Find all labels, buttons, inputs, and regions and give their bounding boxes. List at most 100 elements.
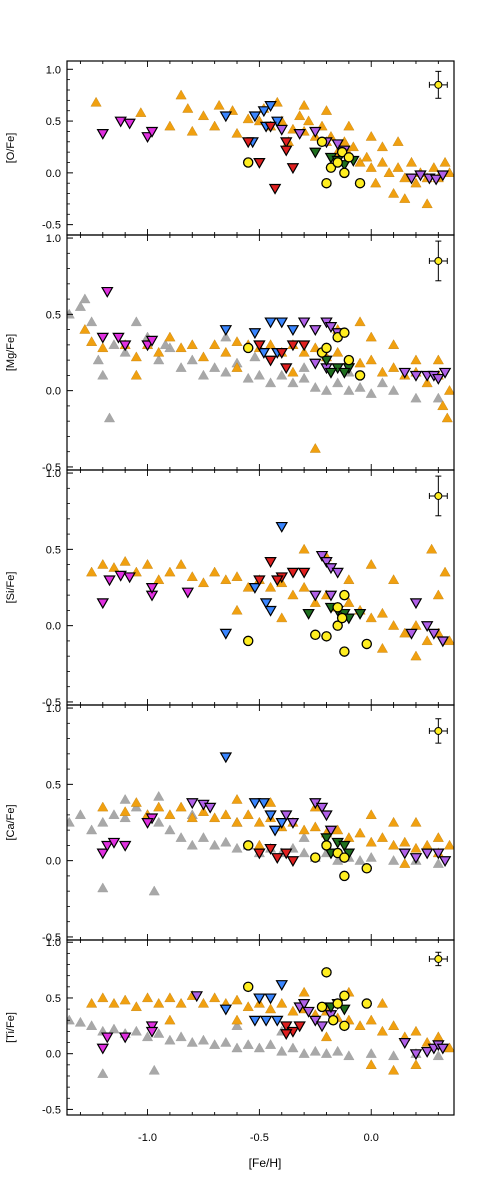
panel-4-orange-triangle-up-point-17: [276, 997, 288, 1008]
panel-0-orange-triangle-up-point-51: [186, 125, 198, 136]
panel-0-yellow-circle-point-1: [316, 136, 328, 148]
panel-1-orange-triangle-up-point-35: [309, 443, 321, 453]
panel-0-y-tick-label: -0.5: [42, 220, 61, 232]
errorbar-marker: [434, 256, 443, 265]
panel-2-orange-triangle-up-point-16: [265, 581, 277, 592]
panel-1-orange-triangle-up-point-11: [209, 339, 221, 349]
panel-0-errorbar: [428, 70, 448, 99]
panel-2-orange-triangle-up-point-40: [376, 642, 388, 653]
panel-4-gray-triangle-up-point-6: [130, 1025, 142, 1036]
panel-0-blue-triangle-down-point-5: [271, 116, 284, 128]
panel-1-orange-triangle-up-point-32: [443, 385, 454, 395]
panel-2-orange-triangle-up-point-5: [141, 559, 154, 569]
panel-2-orange-triangle-up-point-27: [388, 620, 400, 630]
panel-2-orange-triangle-up-point-14: [242, 581, 254, 592]
panel-2-errorbar: [428, 475, 448, 517]
panel-0-y-axis-label: [O/Fe]: [5, 133, 17, 164]
panel-2-blue-triangle-down-point-3: [264, 605, 277, 617]
panel-0-yellow-circle-point-4: [336, 146, 348, 158]
panel-4-gray-triangle-up-point-20: [287, 1042, 299, 1053]
panel-4-orange-triangle-up-point-11: [209, 992, 221, 1003]
panel-2-orange-triangle-up-point-29: [410, 620, 422, 630]
panel-3-orange-triangle-up-point-30: [443, 839, 454, 850]
panel-1-orange-triangle-up-point-24: [354, 357, 366, 368]
panel-3-gray-triangle-up-point-14: [220, 836, 232, 847]
panel-2-magenta-triangle-down-point-3: [123, 572, 136, 584]
panel-3-orange-triangle-up-point-17: [298, 824, 310, 835]
panel-2-orange-triangle-up-point-35: [298, 543, 310, 554]
panel-4-gray-triangle-up-point-13: [209, 1039, 221, 1049]
panel-4-purple-triangle-down-point-0: [190, 991, 203, 1003]
panel-4-red-triangle-down-point-0: [279, 1021, 293, 1033]
panel-2-y-tick-label: 0.5: [46, 544, 61, 556]
panel-4-gray-triangle-up-point-15: [231, 1042, 243, 1053]
panel-2-orange-triangle-up-point-12: [220, 574, 232, 584]
panel-2-orange-triangle-up-point-39: [343, 574, 355, 584]
panel-0-orange-triangle-up-point-32: [405, 156, 418, 167]
panel-1-y-axis-label: [Mg/Fe]: [5, 334, 17, 371]
panel-3-gray-triangle-up-point-30: [432, 858, 444, 868]
panel-1-orange-triangle-up-point-12: [220, 346, 232, 357]
panel-0-orange-triangle-up-point-14: [303, 115, 315, 126]
panel-0-yellow-circle-point-2: [325, 162, 337, 173]
panel-4-gray-triangle-up-point-18: [265, 1039, 277, 1049]
panel-3-gray-triangle-up-point-33: [119, 794, 131, 804]
panel-1-orange-triangle-up-point-10: [197, 351, 210, 362]
panel-0-orange-triangle-up-point-36: [428, 162, 440, 172]
panel-4-blue-triangle-down-point-5: [259, 1015, 273, 1027]
panel-2-red-triangle-down-point-4: [297, 567, 311, 579]
panel-3-gray-triangle-up-point-10: [175, 832, 187, 842]
panel-3-orange-triangle-up-point-20: [332, 824, 344, 835]
panel-3-orange-triangle-up-point-32: [265, 797, 277, 807]
panel-0-orange-triangle-up-point-31: [399, 172, 411, 183]
panel-2-orange-triangle-up-point-13: [231, 571, 243, 581]
panel-4-yellow-circle-point-0: [242, 981, 254, 993]
panel-1-gray-triangle-up-point-22: [287, 377, 299, 388]
panel-0-magenta-triangle-down-point-1: [114, 116, 127, 128]
panel-4-gray-triangle-up-point-14: [220, 1036, 232, 1047]
panel-1-magenta-triangle-down-point-1: [96, 332, 110, 344]
panel-3-orange-triangle-up-point-10: [220, 809, 232, 819]
panel-4-y-tick-label: 0.5: [46, 993, 61, 1005]
x-tick-label: -1.0: [138, 1132, 157, 1144]
panel-0-frame: [66, 60, 455, 236]
panel-4-orange-triangle-up-point-13: [231, 994, 243, 1005]
panel-2-magenta-triangle-down-point-5: [145, 583, 159, 594]
panel-1-purple-triangle-down-point-8: [409, 370, 423, 382]
panel-1-yellow-circle-point-5: [343, 354, 355, 366]
panel-1-red-triangle-down-point-0: [253, 340, 266, 352]
panel-4-yellow-circle-point-1: [321, 967, 332, 978]
panel-0-orange-triangle-up-point-2: [175, 89, 187, 100]
panel-1-orange-triangle-up-point-33: [437, 400, 449, 411]
panel-0-yellow-circle-point-8: [339, 167, 350, 179]
panel-4-green-triangle-down-point-1: [338, 1004, 351, 1016]
panel-2-orange-triangle-up-point-25: [365, 612, 377, 623]
panel-4-gray-triangle-up-point-25: [343, 1050, 355, 1061]
panel-3-y-tick-label: 0.0: [46, 856, 61, 868]
panel-4-gray-triangle-up-point-29: [432, 1050, 444, 1061]
panel-2-y-tick-label: 0.0: [46, 621, 61, 633]
panel-0-red-triangle-down-point-5: [268, 183, 282, 195]
panel-3-orange-triangle-up-point-4: [153, 801, 165, 812]
panel-2-purple-triangle-down-point-0: [315, 550, 329, 562]
panel-1-gray-triangle-up-point-33: [103, 412, 116, 423]
panel-3-gray-triangle-up-point-8: [153, 816, 165, 827]
panel-3-yellow-circle-point-5: [339, 870, 350, 882]
panel-4-magenta-triangle-down-point-0: [96, 1043, 110, 1055]
panel-0-orange-triangle-up-point-24: [361, 151, 373, 162]
panel-3-orange-triangle-up-point-11: [231, 816, 243, 827]
panel-points-3: [67, 752, 454, 896]
panel-2-yellow-circle-point-7: [361, 638, 373, 650]
panel-2-yellow-circle-point-6: [339, 646, 350, 657]
panel-1-gray-triangle-up-point-4: [92, 354, 104, 365]
panel-4-orange-triangle-up-point-1: [97, 992, 109, 1003]
panel-2-orange-triangle-up-point-42: [231, 604, 243, 615]
panel-4-purple-triangle-down-point-3: [302, 1006, 315, 1018]
panel-1-orange-triangle-up-point-22: [332, 346, 344, 357]
panel-1-orange-triangle-up-point-2: [97, 342, 109, 353]
panel-3-purple-triangle-down-point-3: [279, 810, 293, 822]
panel-4-gray-triangle-up-point-21: [298, 1048, 310, 1058]
panel-1-gray-triangle-up-point-34: [159, 339, 171, 349]
panel-3-purple-triangle-down-point-9: [398, 848, 412, 860]
